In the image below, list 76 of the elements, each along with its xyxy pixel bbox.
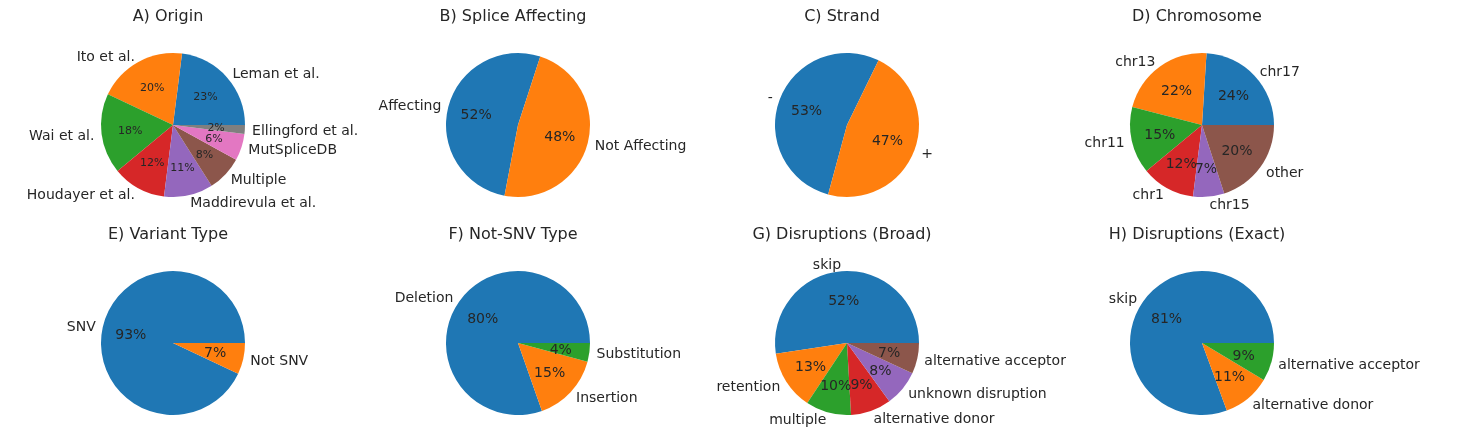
data-label: 12% xyxy=(1165,154,1197,171)
data-label: 7% xyxy=(878,344,901,361)
data-label: 22% xyxy=(1161,82,1193,99)
slice-label: Maddirevula et al. xyxy=(190,194,317,211)
slice-label: multiple xyxy=(769,411,827,428)
data-label: 8% xyxy=(195,148,214,162)
chart-title: E) Variant Type xyxy=(107,224,229,243)
data-label: 93% xyxy=(115,325,147,342)
slice-label: skip xyxy=(812,256,842,273)
data-label: 53% xyxy=(791,101,823,118)
slice-label: Leman et al. xyxy=(232,64,320,81)
slice-label: + xyxy=(921,144,933,161)
slice-label: Not SNV xyxy=(250,352,309,369)
slice-label: Ellingford et al. xyxy=(252,121,359,138)
slice-label: Ito et al. xyxy=(76,47,135,64)
pie-slice xyxy=(504,56,590,197)
chart-title: H) Disruptions (Exact) xyxy=(1107,224,1287,243)
slice-label: Not Affecting xyxy=(594,136,687,153)
slice-label: alternative acceptor xyxy=(924,352,1067,369)
slice-label: other xyxy=(1266,163,1304,180)
data-label: 20% xyxy=(1221,142,1253,159)
pie-slice xyxy=(101,94,173,171)
data-label: 52% xyxy=(460,106,492,123)
slice-label: Substitution xyxy=(596,345,682,362)
chart-title: C) Strand xyxy=(803,6,881,25)
data-label: 4% xyxy=(549,340,572,357)
data-label: 7% xyxy=(204,344,227,361)
slice-label: chr17 xyxy=(1259,62,1300,79)
slice-label: Affecting xyxy=(378,97,442,114)
slice-label: Deletion xyxy=(394,289,454,306)
data-label: 80% xyxy=(467,310,499,327)
slice-label: unknown disruption xyxy=(908,385,1047,402)
pie-slice xyxy=(847,343,919,374)
slice-label: MutSpliceDB xyxy=(248,141,338,158)
pie-slice xyxy=(117,125,173,197)
slice-label: alternative acceptor xyxy=(1278,356,1421,373)
pie-slice xyxy=(1202,343,1274,381)
slice-label: chr15 xyxy=(1209,195,1250,212)
data-label: 15% xyxy=(534,364,566,381)
chart-title: D) Chromosome xyxy=(1131,6,1263,25)
data-label: 23% xyxy=(193,89,218,103)
slice-label: Multiple xyxy=(230,171,287,188)
slice-label: - xyxy=(767,89,773,106)
data-label: 9% xyxy=(1232,346,1255,363)
chart-title: A) Origin xyxy=(131,6,205,25)
slice-label: chr13 xyxy=(1115,52,1156,69)
data-label: 48% xyxy=(544,127,576,144)
slice-label: skip xyxy=(1108,289,1138,306)
pie-slice xyxy=(173,343,245,374)
data-label: 47% xyxy=(871,132,903,149)
slice-label: Wai et al. xyxy=(29,126,95,143)
slice-label: Insertion xyxy=(576,388,638,405)
data-label: 52% xyxy=(828,291,860,308)
pie-slice xyxy=(446,53,541,196)
slice-label: retention xyxy=(716,377,781,394)
slice-label: chr11 xyxy=(1084,134,1125,151)
chart-title: B) Splice Affecting xyxy=(438,6,588,25)
data-label: 15% xyxy=(1144,126,1176,143)
data-label: 11% xyxy=(1213,368,1246,385)
data-label: 13% xyxy=(795,358,827,375)
pie-slice xyxy=(173,125,245,160)
slice-label: alternative donor xyxy=(1252,396,1374,413)
slice-label: chr1 xyxy=(1132,186,1164,203)
chart-title: F) Not-SNV Type xyxy=(447,224,579,243)
data-label: 11% xyxy=(170,160,195,174)
pie-slice xyxy=(101,271,245,415)
data-label: 81% xyxy=(1151,310,1183,327)
chart-title: G) Disruptions (Broad) xyxy=(751,224,933,243)
slice-label: Houdayer et al. xyxy=(26,186,135,203)
slice-label: alternative donor xyxy=(873,409,995,426)
data-label: 20% xyxy=(139,80,165,94)
data-label: 12% xyxy=(139,156,165,170)
pie-slice xyxy=(828,60,919,197)
data-label: 18% xyxy=(117,123,143,137)
data-label: 24% xyxy=(1217,87,1250,104)
slice-label: SNV xyxy=(66,317,97,334)
